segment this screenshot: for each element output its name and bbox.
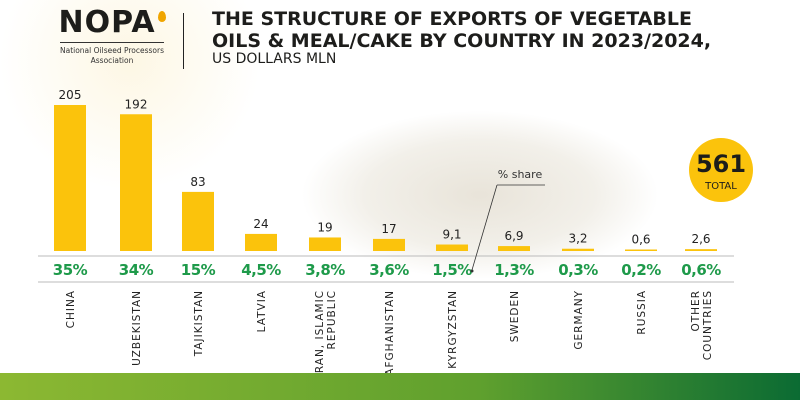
logo-subtitle: National Oilseed Processors Association	[59, 46, 165, 65]
total-value: 561	[696, 150, 746, 178]
footer-band	[0, 373, 800, 400]
bar-3	[245, 233, 277, 251]
total-label: TOTAL	[704, 181, 737, 192]
background-pellets-image	[300, 110, 660, 280]
category-label: KYRGYZSTAN	[447, 290, 459, 369]
value-label: 24	[253, 217, 268, 231]
share-label: 4,5%	[241, 261, 281, 279]
annotation-pointer-line	[471, 184, 498, 271]
bar-5	[373, 238, 405, 251]
bar-9	[625, 249, 657, 251]
value-label: 2,6	[691, 232, 710, 246]
share-label: 35%	[53, 261, 88, 279]
title-line-2: OILS & MEAL/CAKE BY COUNTRY IN 2023/2024…	[212, 30, 712, 52]
bar-6	[436, 244, 468, 251]
value-label: 83	[190, 175, 205, 189]
share-label: 1,5%	[432, 261, 472, 279]
category-label: REPUBLIC	[326, 290, 338, 349]
share-label: 15%	[181, 261, 216, 279]
category-label: TAJIKISTAN	[193, 290, 205, 357]
category-label: UZBEKISTAN	[131, 290, 143, 366]
bar-chart: 205 35% CHINA 192 34% UZBEKISTAN 83 15% TAJIKIST…	[38, 88, 753, 373]
value-label: 9,1	[442, 228, 461, 242]
bar-7	[498, 246, 530, 251]
category-label: RUSSIA	[636, 290, 648, 335]
total-circle	[689, 138, 753, 202]
header-divider	[183, 13, 184, 69]
logo-text: NOPA	[58, 5, 156, 40]
bar-0	[54, 105, 86, 251]
bar-10	[685, 249, 717, 251]
category-label: AFGHANISTAN	[384, 290, 396, 373]
share-label: 0,3%	[558, 261, 598, 279]
value-label: 17	[381, 222, 396, 236]
share-label: 3,8%	[305, 261, 345, 279]
value-label: 205	[59, 88, 82, 102]
share-label: 3,6%	[369, 261, 409, 279]
annotation-dot	[470, 269, 474, 273]
bar-8	[562, 248, 594, 251]
bar-1	[120, 114, 152, 251]
category-label: COUNTRIES	[702, 290, 714, 360]
logo-divider	[60, 42, 164, 43]
share-label: 1,3%	[494, 261, 534, 279]
category-label: LATVIA	[256, 290, 268, 332]
category-label: OTHER	[690, 290, 702, 332]
category-label: CHINA	[65, 290, 77, 328]
value-label: 3,2	[568, 232, 587, 246]
category-label: SWEDEN	[509, 290, 521, 342]
value-label: 6,9	[504, 229, 523, 243]
value-label: 192	[125, 97, 148, 111]
chart-subtitle: US DOLLARS MLN	[212, 51, 337, 67]
value-label: 19	[317, 220, 332, 234]
bar-2	[182, 191, 214, 251]
oil-drop-icon	[157, 11, 166, 22]
share-annotation: % share	[498, 168, 543, 181]
title-line-1: THE STRUCTURE OF EXPORTS OF VEGETABLE	[212, 8, 692, 30]
nopa-logo: NOPA National Oilseed Processors Associa…	[52, 6, 172, 66]
share-label: 34%	[119, 261, 154, 279]
value-label: 0,6	[631, 233, 650, 247]
share-label: 0,2%	[621, 261, 661, 279]
category-label: GERMANY	[573, 290, 585, 350]
chart-title: THE STRUCTURE OF EXPORTS OF VEGETABLE OI…	[212, 8, 711, 52]
share-label: 0,6%	[681, 261, 721, 279]
category-label: IRAN, ISLAMIC	[314, 290, 326, 373]
bar-4	[309, 237, 341, 251]
